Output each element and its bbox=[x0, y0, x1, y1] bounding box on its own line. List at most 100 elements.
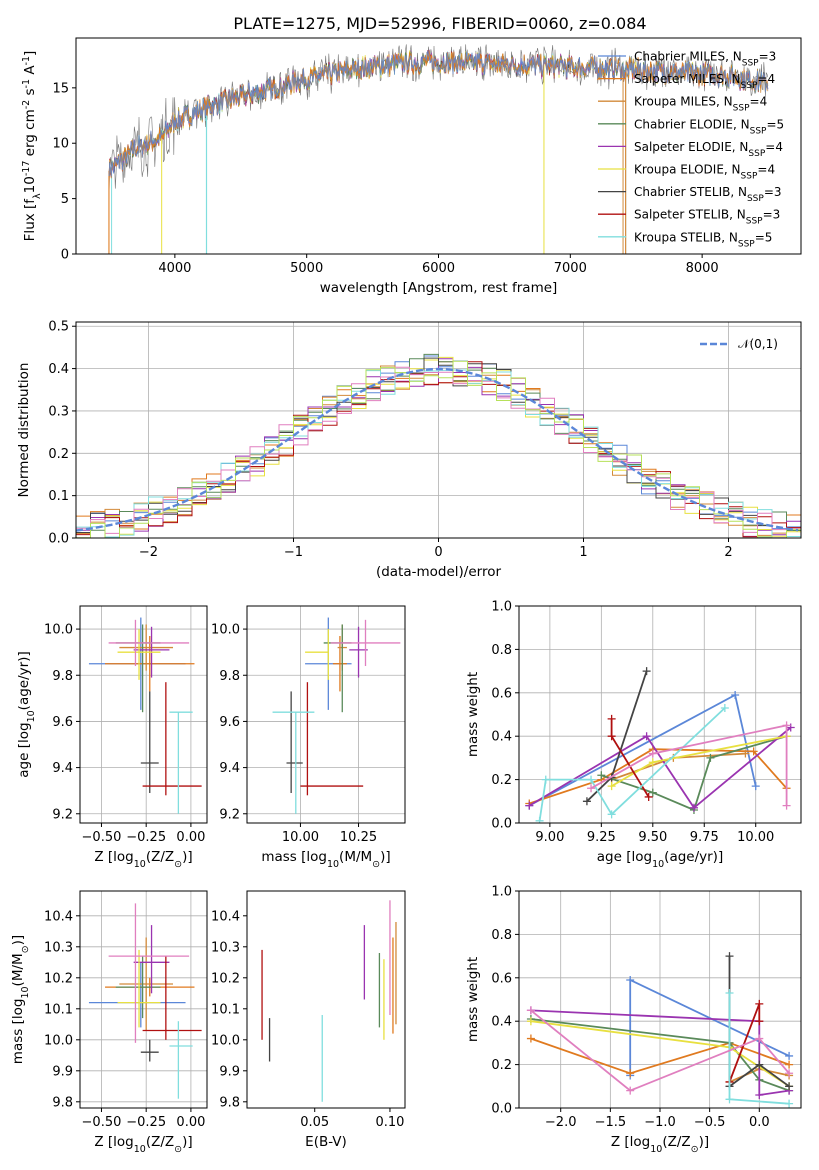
y-tick-label: 0.6 bbox=[491, 686, 512, 701]
x-tick-label: 9.25 bbox=[587, 830, 616, 845]
legend-entry: Salpeter MILES, NSSP=4 bbox=[634, 72, 775, 91]
label-part: )] bbox=[182, 1134, 193, 1150]
weight-marker bbox=[689, 803, 698, 812]
x-tick-label: 10.00 bbox=[282, 830, 319, 845]
x-tick-label: 9.75 bbox=[690, 830, 719, 845]
weight-marker bbox=[644, 792, 653, 801]
y-tick-label: 9.8 bbox=[52, 1095, 73, 1110]
weight-line bbox=[530, 1018, 790, 1092]
legend-text: Chabrier ELODIE, N bbox=[634, 117, 750, 131]
weight-line bbox=[590, 724, 788, 806]
label-part: λ bbox=[32, 193, 43, 199]
label-part: Z [log bbox=[94, 1134, 133, 1150]
panel-z_weight: −2.0 −1.5 −1.0 −0.5 0.0 0.0 0.2 0.4 0.6 0.8 1.0 Z [… bbox=[465, 885, 802, 1155]
label-part: mass [log bbox=[261, 849, 327, 865]
label-part: 𝒩(0,1) bbox=[738, 337, 778, 351]
legend-entry: Kroupa ELODIE, NSSP=4 bbox=[634, 163, 775, 182]
legend-text: Chabrier STELIB, N bbox=[634, 185, 747, 199]
legend-entry: Kroupa MILES, NSSP=4 bbox=[634, 95, 767, 114]
y-tick-label: 0.2 bbox=[491, 773, 512, 788]
weight-line bbox=[530, 1009, 790, 1097]
weight-marker bbox=[706, 753, 715, 762]
legend-text: Chabrier MILES, N bbox=[634, 50, 742, 64]
x-tick-label: 9.50 bbox=[638, 830, 667, 845]
y-tick-label: 0.2 bbox=[491, 1058, 512, 1073]
y-tick-label: 10.1 bbox=[211, 1002, 240, 1017]
x-tick-label: 5000 bbox=[290, 261, 323, 276]
weight-marker bbox=[642, 667, 651, 676]
legend-entry: Chabrier MILES, NSSP=3 bbox=[634, 50, 776, 69]
label-part: )] bbox=[10, 935, 26, 946]
weight-marker bbox=[648, 788, 657, 797]
y-tick-label: 0.4 bbox=[491, 730, 512, 745]
y-tick-label: 0.2 bbox=[48, 447, 69, 462]
label-part: (age/yr)] bbox=[664, 849, 723, 865]
y-axis-label: mass [log10(M/M⊙)] bbox=[10, 935, 31, 1064]
x-tick-label: −1.5 bbox=[595, 1115, 627, 1130]
legend-subscript: SSP bbox=[748, 149, 765, 159]
legend-text: =5 bbox=[766, 117, 784, 131]
weight-marker bbox=[648, 758, 657, 767]
label-part: A bbox=[22, 65, 38, 79]
weight-marker bbox=[607, 732, 616, 741]
panel-ebv_mass: 0.05 0.10 9.8 9.9 10.0 10.1 10.2 10.3 10.4 E(B-V) bbox=[211, 890, 406, 1150]
weight-marker bbox=[755, 999, 764, 1008]
weight-marker bbox=[786, 723, 795, 732]
y-tick-label: 10.4 bbox=[44, 909, 73, 924]
y-tick-label: 9.9 bbox=[219, 1064, 240, 1079]
label-part: ⊙ bbox=[20, 945, 31, 953]
y-tick-label: 1.0 bbox=[491, 885, 512, 900]
weight-marker bbox=[731, 690, 740, 699]
y-tick-label: 1.0 bbox=[491, 600, 512, 615]
legend-entry: 𝒩(0,1) bbox=[738, 337, 778, 351]
weight-marker bbox=[541, 775, 550, 784]
label-part: 10 bbox=[22, 176, 38, 193]
weight-marker bbox=[525, 801, 534, 810]
weight-marker bbox=[535, 816, 544, 823]
y-tick-label: 0.8 bbox=[491, 928, 512, 943]
label-part: -1 bbox=[21, 79, 32, 88]
y-tick-label: 15 bbox=[52, 81, 69, 96]
legend-entry: Chabrier STELIB, NSSP=3 bbox=[634, 185, 782, 204]
y-tick-label: 9.6 bbox=[219, 715, 240, 730]
label-part: E(B-V) bbox=[305, 1134, 347, 1150]
y-tick-label: 9.8 bbox=[219, 669, 240, 684]
axes-frame bbox=[79, 605, 208, 824]
y-axis-label: mass weight bbox=[465, 672, 481, 757]
label-part: -2 bbox=[21, 100, 32, 109]
legend-subscript: SSP bbox=[741, 81, 758, 91]
y-tick-label: 10.0 bbox=[211, 623, 240, 638]
weight-marker bbox=[526, 1017, 535, 1026]
weight-marker bbox=[725, 1095, 734, 1104]
y-tick-label: 0 bbox=[61, 248, 69, 263]
label-part: (Z/Z bbox=[146, 849, 174, 865]
legend-text: Salpeter MILES, N bbox=[634, 72, 741, 86]
label-part: (Z/Z bbox=[146, 1134, 174, 1150]
x-axis-label: mass [log10(M/M⊙)] bbox=[261, 849, 390, 870]
weight-marker bbox=[626, 1069, 635, 1078]
legend-text: Kroupa MILES, N bbox=[634, 95, 733, 109]
label-part: wavelength [Angstrom, rest frame] bbox=[320, 280, 558, 296]
x-tick-label: 0 bbox=[434, 545, 442, 560]
weight-marker bbox=[607, 714, 616, 723]
label-part: Z [log bbox=[94, 849, 133, 865]
x-axis-label: wavelength [Angstrom, rest frame] bbox=[320, 280, 558, 296]
legend-text: =4 bbox=[750, 95, 768, 109]
weight-marker bbox=[782, 801, 791, 810]
x-tick-label: −0.50 bbox=[82, 830, 122, 845]
label-part: ⊙ bbox=[174, 859, 182, 870]
legend-subscript: SSP bbox=[747, 194, 764, 204]
x-tick-label: 2 bbox=[724, 545, 732, 560]
label-part: Z [log bbox=[611, 1134, 650, 1150]
plot-area-mass_age bbox=[272, 617, 401, 814]
legend-text: =3 bbox=[764, 185, 782, 199]
axes-frame bbox=[246, 890, 406, 1109]
x-tick-label: 6000 bbox=[422, 261, 455, 276]
x-tick-label: −1.0 bbox=[644, 1115, 676, 1130]
label-part: 10 bbox=[650, 1144, 662, 1155]
label-part: 10 bbox=[134, 1144, 146, 1155]
x-tick-label: −0.5 bbox=[694, 1115, 726, 1130]
plot-area-z_weight bbox=[526, 952, 794, 1108]
label-part: age [log bbox=[597, 849, 652, 865]
